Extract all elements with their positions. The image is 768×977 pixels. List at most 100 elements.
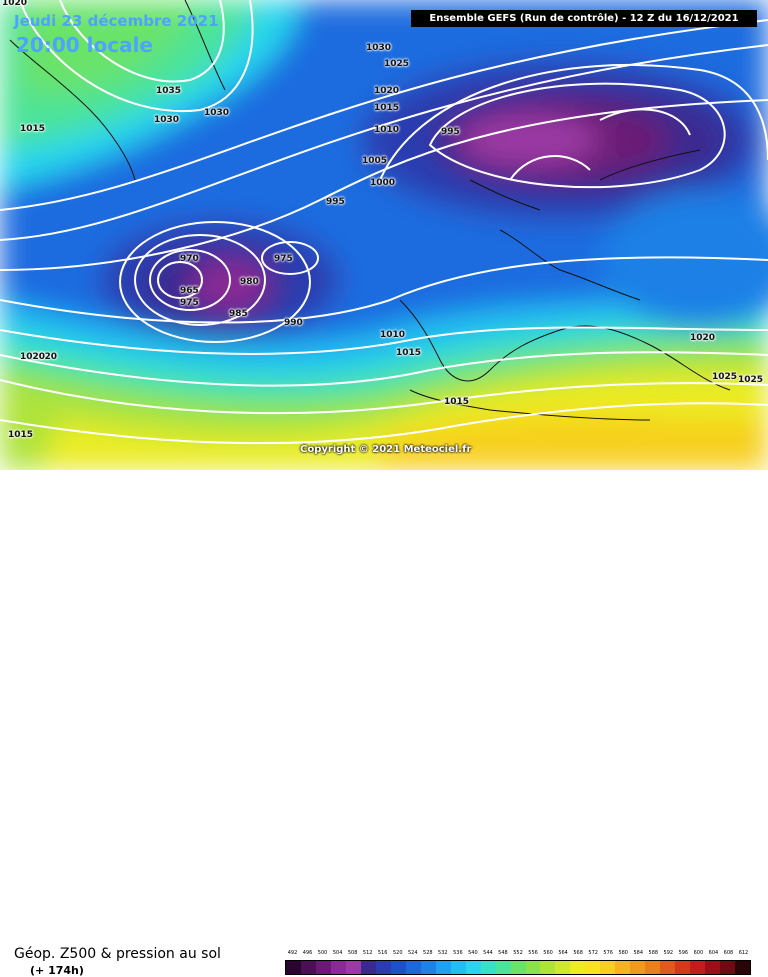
color-scale-tick: 560 [543, 950, 553, 956]
isobar-label: 1025 [384, 59, 410, 69]
color-scale-tick: 564 [558, 950, 568, 956]
color-scale-swatch [660, 961, 676, 974]
color-scale-swatch [405, 961, 421, 974]
color-scale-tick: 552 [513, 950, 523, 956]
color-scale-tick: 568 [573, 950, 583, 956]
color-scale-tick: 592 [663, 950, 674, 956]
isobar-label: 1010 [374, 125, 400, 135]
isobar-label: 975 [274, 254, 293, 264]
color-scale-tick: 604 [708, 950, 719, 956]
color-scale-swatch [420, 961, 436, 974]
model-run-title: Ensemble GEFS (Run de contrôle) - 12 Z d… [411, 10, 757, 27]
color-scale-tick: 496 [302, 950, 313, 956]
color-scale-swatch [450, 961, 466, 974]
isobar-label: 990 [284, 318, 303, 328]
time-label: 20:00 locale [16, 33, 153, 57]
color-scale-swatch [705, 961, 721, 974]
color-scale-tick: 608 [723, 950, 734, 956]
color-scale-tick: 500 [317, 950, 328, 956]
color-scale-swatch [286, 961, 301, 974]
color-scale-swatch [465, 961, 481, 974]
isobar-label: 1005 [362, 156, 388, 166]
color-scale-tick: 584 [633, 950, 644, 956]
color-scale-tick: 536 [453, 950, 463, 956]
isobar-label: 1015 [396, 348, 422, 358]
isobar-label: 1020 [690, 333, 716, 343]
isobar-label: 1020 [2, 0, 28, 8]
isobar-label: 970 [180, 254, 199, 264]
isobar-label: 965 [180, 286, 199, 296]
color-scale-tick: 580 [618, 950, 628, 956]
color-scale-swatch [315, 961, 331, 974]
color-scale-swatch [375, 961, 391, 974]
color-scale-swatch [735, 961, 751, 974]
color-scale-tick: 576 [603, 950, 613, 956]
color-scale-tick: 508 [347, 950, 358, 956]
coastlines [9, 0, 731, 421]
isobar-label: 1030 [204, 108, 230, 118]
isobar-label: 1020 [20, 352, 46, 362]
isobar-label: 1015 [8, 430, 34, 440]
color-scale-swatch [555, 961, 571, 974]
isobar-label: 995 [441, 127, 460, 137]
color-scale-swatch [690, 961, 706, 974]
isobar-label: 1020 [32, 352, 58, 362]
color-scale-tick: 504 [332, 950, 343, 956]
color-scale-swatch [525, 961, 541, 974]
color-scale-swatch [570, 961, 586, 974]
color-scale-tick: 556 [528, 950, 538, 956]
isobar-label: 1025 [738, 375, 764, 385]
color-scale-tick: 588 [648, 950, 659, 956]
color-scale-tick: 540 [468, 950, 478, 956]
isobar-label: 1015 [374, 103, 400, 113]
color-scale-swatch [330, 961, 346, 974]
color-scale-swatch [435, 961, 451, 974]
color-scale-tick: 492 [287, 950, 298, 956]
color-scale-tick: 512 [362, 950, 373, 956]
isobar-label: 1030 [154, 115, 180, 125]
map-caption: Géop. Z500 & pression au sol [14, 946, 221, 962]
date-label: Jeudi 23 décembre 2021 [14, 12, 219, 30]
isobar-label: 1025 [712, 372, 738, 382]
isobar-label: 1010 [380, 330, 406, 340]
color-scale-swatch [645, 961, 661, 974]
color-scale-tick: 516 [377, 950, 388, 956]
isobar-label: 1000 [370, 178, 396, 188]
color-scale-swatch [510, 961, 526, 974]
color-scale-swatch [390, 961, 406, 974]
isobar-label: 1035 [156, 86, 182, 96]
isobar-label: 1015 [20, 124, 46, 134]
color-scale-swatch [360, 961, 376, 974]
copyright-text: Copyright © 2021 Meteociel.fr [300, 444, 472, 455]
color-scale-tick: 528 [423, 950, 433, 956]
color-scale-tick: 572 [588, 950, 598, 956]
isobars [0, 0, 768, 445]
color-scale-tick: 600 [693, 950, 704, 956]
color-scale-tick: 548 [498, 950, 508, 956]
isobar-label: 975 [180, 298, 199, 308]
color-scale-tick: 520 [392, 950, 403, 956]
color-scale-tick: 532 [438, 950, 448, 956]
isobar-label: 1015 [444, 397, 470, 407]
isobar-label: 985 [229, 309, 248, 319]
color-scale-ticks: 492 496 500 504 508 512 516 520 524 528 532 536 540 5… [285, 950, 751, 959]
color-scale-swatch [720, 961, 736, 974]
color-scale-swatch [495, 961, 511, 974]
color-scale-swatch [630, 961, 646, 974]
color-scale-tick: 544 [483, 950, 493, 956]
color-scale-swatch [540, 961, 556, 974]
color-scale-swatch [585, 961, 601, 974]
forecast-lead-time: (+ 174h) [30, 964, 84, 977]
color-scale-swatch [615, 961, 631, 974]
isobar-label: 980 [240, 277, 259, 287]
color-scale-swatch [480, 961, 496, 974]
color-scale-swatch [675, 961, 691, 974]
isobar-label: 1020 [374, 86, 400, 96]
color-scale-tick: 596 [678, 950, 689, 956]
color-scale-tick: 524 [407, 950, 418, 956]
color-scale-tick: 612 [738, 950, 749, 956]
color-scale-swatch [345, 961, 361, 974]
color-scale-swatch [600, 961, 616, 974]
color-scale-bar [285, 960, 751, 975]
geopotential-field [0, 0, 768, 470]
